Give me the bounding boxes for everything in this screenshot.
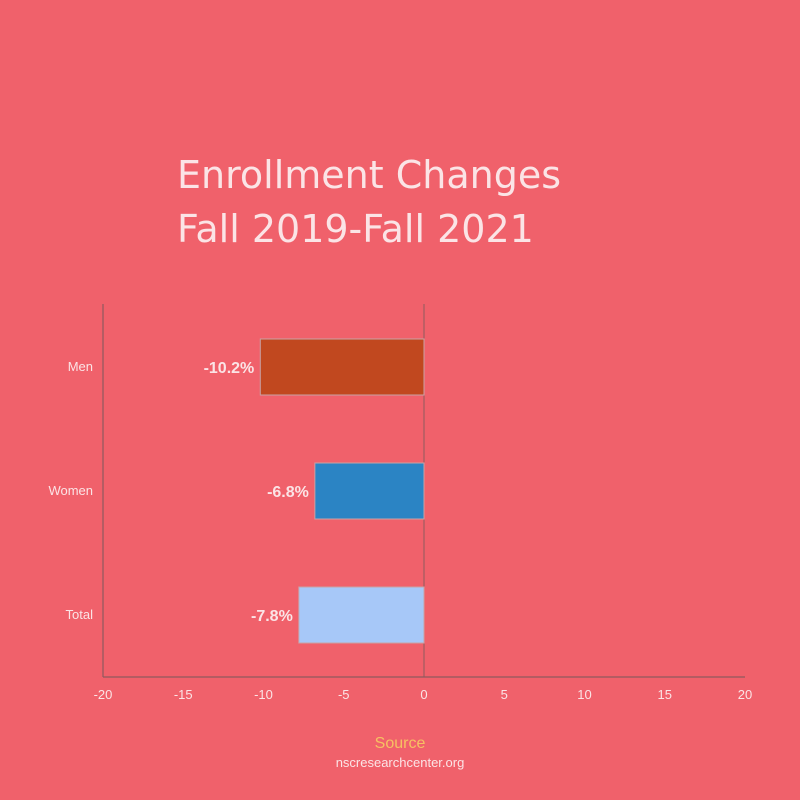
x-tick-label: 5 xyxy=(501,687,508,702)
x-tick-label: -15 xyxy=(174,687,193,702)
data-label: -6.8% xyxy=(267,484,309,501)
x-tick-label: 20 xyxy=(738,687,752,702)
source-label[interactable]: Source xyxy=(374,735,426,752)
data-label: -7.8% xyxy=(251,608,293,625)
bar xyxy=(314,462,425,520)
x-tick-label: 0 xyxy=(420,687,427,702)
data-label: -10.2% xyxy=(204,360,255,377)
x-tick-label: 10 xyxy=(577,687,591,702)
y-category-label: Women xyxy=(48,483,93,498)
chart-title-line-1: Enrollment Changes xyxy=(177,153,561,197)
bar xyxy=(298,586,425,644)
x-tick-label: -20 xyxy=(94,687,113,702)
bar xyxy=(259,338,425,396)
x-tick-label: 15 xyxy=(658,687,672,702)
chart-title: Enrollment Changes Fall 2019-Fall 2021 xyxy=(177,148,561,256)
y-category-label: Men xyxy=(68,359,93,374)
y-category-label: Total xyxy=(66,607,94,622)
x-tick-label: -10 xyxy=(254,687,273,702)
x-tick-label: -5 xyxy=(338,687,350,702)
source-url[interactable]: nscresearchcenter.org xyxy=(335,755,465,770)
chart-title-line-2: Fall 2019-Fall 2021 xyxy=(177,207,534,251)
